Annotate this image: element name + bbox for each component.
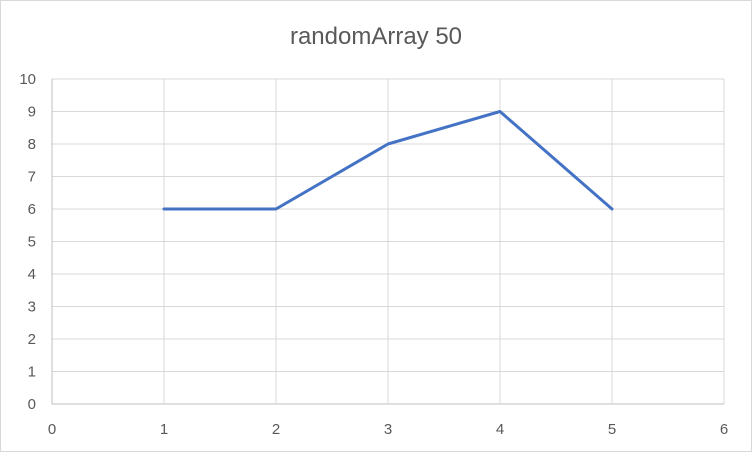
y-tick-label: 9: [28, 104, 36, 121]
x-tick-label: 4: [496, 421, 504, 438]
y-tick-label: 8: [28, 136, 36, 153]
y-tick-label: 2: [28, 331, 36, 348]
y-tick-label: 7: [28, 169, 36, 186]
x-tick-label: 2: [272, 421, 280, 438]
y-tick-label: 5: [28, 234, 36, 251]
x-tick-label: 6: [720, 421, 728, 438]
y-tick-label: 4: [28, 266, 36, 283]
x-tick-label: 0: [48, 421, 56, 438]
x-tick-label: 3: [384, 421, 392, 438]
x-tick-label: 5: [608, 421, 616, 438]
y-tick-label: 6: [28, 201, 36, 218]
y-tick-label: 0: [28, 396, 36, 413]
y-tick-label: 1: [28, 364, 36, 381]
y-tick-label: 3: [28, 299, 36, 316]
x-tick-label: 1: [160, 421, 168, 438]
y-tick-label: 10: [19, 71, 36, 88]
